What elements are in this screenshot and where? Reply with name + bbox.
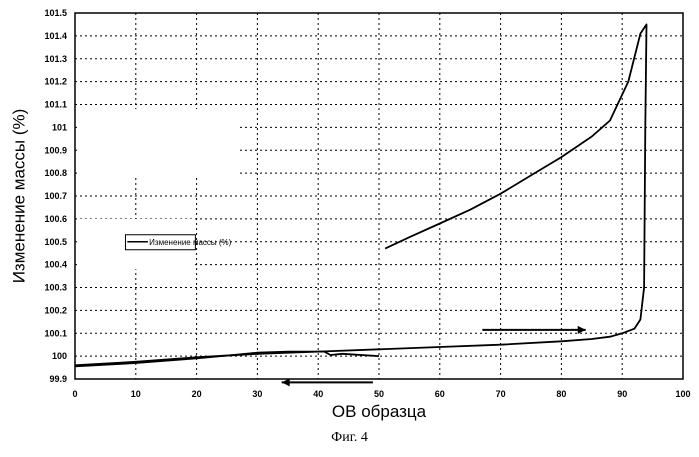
y-tick-label: 100.5 [44,237,67,247]
x-tick-label: 50 [374,389,384,399]
y-tick-label: 101 [52,122,67,132]
y-tick-label: 101.5 [44,8,67,18]
x-tick-label: 80 [556,389,566,399]
y-tick-label: 100.2 [44,305,67,315]
y-tick-label: 100.8 [44,168,67,178]
y-tick-label: 101.4 [44,31,67,41]
series-line-2 [75,352,379,367]
y-tick-label: 100.7 [44,191,67,201]
legend: Изменение массы (%) [125,235,231,250]
x-tick-label: 70 [496,389,506,399]
y-tick-label: 99.9 [49,374,67,384]
y-tick-label: 101.3 [44,54,67,64]
x-axis-title: ОВ образца [332,402,427,421]
x-tick-label: 60 [435,389,445,399]
blank-area [77,109,239,178]
y-tick-label: 100.1 [44,328,67,338]
series [75,24,647,366]
tick-labels: 0 10 20 30 40 50 60 70 80 90 100 99.9 100 100.1 100.2 1… [44,8,690,399]
y-tick-label: 100 [52,351,67,361]
x-tick-label: 40 [313,389,323,399]
series-line-1 [75,24,647,365]
x-tick-label: 20 [192,389,202,399]
x-tick-label: 10 [131,389,141,399]
y-axis-title: Изменение массы (%) [9,109,28,284]
y-tick-label: 100.4 [44,260,67,270]
mass-change-chart: 0 10 20 30 40 50 60 70 80 90 100 99.9 100 100.1 100.2 1… [0,0,699,430]
figure-caption: Фиг. 4 [0,430,699,446]
x-tick-label: 30 [252,389,262,399]
legend-label: Изменение массы (%) [149,238,231,247]
x-tick-label: 90 [617,389,627,399]
x-tick-label: 0 [72,389,77,399]
y-tick-label: 100.3 [44,283,67,293]
grid [75,13,683,379]
arrow-right-head [578,326,586,334]
y-tick-label: 101.1 [44,100,67,110]
y-tick-label: 100.9 [44,145,67,155]
y-tick-label: 101.2 [44,77,67,87]
x-tick-label: 100 [675,389,690,399]
y-tick-label: 100.6 [44,214,67,224]
